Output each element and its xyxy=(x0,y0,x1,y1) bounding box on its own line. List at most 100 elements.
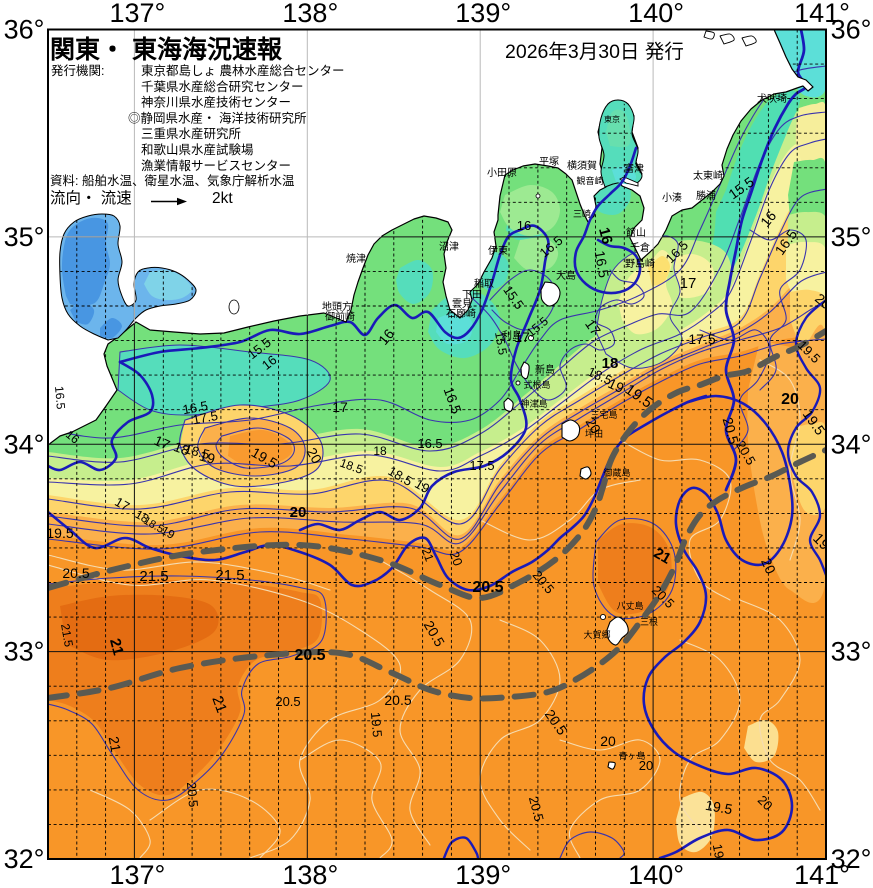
svg-text:19: 19 xyxy=(606,375,627,396)
svg-text:19.5: 19.5 xyxy=(704,797,734,818)
svg-text:21: 21 xyxy=(651,545,674,568)
svg-text:青ヶ島: 青ヶ島 xyxy=(618,750,645,761)
svg-text:16.5: 16.5 xyxy=(592,249,613,279)
svg-text:横須賀: 横須賀 xyxy=(567,159,597,172)
svg-text:式根島: 式根島 xyxy=(523,379,550,390)
svg-text:三重県水産研究所: 三重県水産研究所 xyxy=(141,126,241,141)
svg-text:20: 20 xyxy=(639,758,653,773)
svg-text:19.5: 19.5 xyxy=(368,711,385,738)
svg-text:21: 21 xyxy=(419,546,437,564)
svg-text:神奈川県水産技術センター: 神奈川県水産技術センター xyxy=(141,95,291,110)
svg-text:19: 19 xyxy=(198,447,217,467)
svg-text:21.5: 21.5 xyxy=(215,567,244,584)
svg-text:33°: 33° xyxy=(4,637,45,667)
svg-text:資料: 船舶水温、衛星水温、気象庁解析水温: 資料: 船舶水温、衛星水温、気象庁解析水温 xyxy=(50,173,295,188)
svg-text:館山: 館山 xyxy=(626,226,646,239)
svg-text:140°: 140° xyxy=(628,860,684,888)
svg-text:20: 20 xyxy=(447,549,466,568)
svg-text:御蔵島: 御蔵島 xyxy=(603,467,630,478)
svg-text:17: 17 xyxy=(680,275,697,292)
svg-text:三宅島: 三宅島 xyxy=(590,409,617,420)
svg-text:18: 18 xyxy=(373,444,387,458)
svg-text:三崎: 三崎 xyxy=(573,208,591,219)
svg-text:33°: 33° xyxy=(831,637,872,667)
svg-text:20: 20 xyxy=(304,445,326,467)
svg-text:大島: 大島 xyxy=(556,269,576,282)
svg-text:19: 19 xyxy=(710,843,727,860)
svg-text:和歌山県水産試験場: 和歌山県水産試験場 xyxy=(141,142,254,157)
svg-text:三根: 三根 xyxy=(640,616,658,627)
svg-text:20: 20 xyxy=(781,391,799,408)
svg-text:2kt: 2kt xyxy=(212,190,233,207)
svg-text:20.5: 20.5 xyxy=(184,781,201,808)
svg-text:18: 18 xyxy=(602,355,619,372)
svg-text:石廊崎: 石廊崎 xyxy=(446,307,476,320)
svg-text:20: 20 xyxy=(758,555,779,576)
svg-text:18.5: 18.5 xyxy=(183,441,211,462)
svg-text:小湊: 小湊 xyxy=(662,191,682,204)
svg-text:下田: 下田 xyxy=(462,290,482,301)
svg-text:17.5: 17.5 xyxy=(469,458,494,473)
svg-text:千葉県水産総合研究センター: 千葉県水産総合研究センター xyxy=(141,79,304,94)
svg-text:141°: 141° xyxy=(794,860,850,888)
svg-text:利島: 利島 xyxy=(502,329,522,342)
svg-text:◎静岡県水産・ 海洋技術研究所: ◎静岡県水産・ 海洋技術研究所 xyxy=(128,110,306,125)
svg-text:21.5: 21.5 xyxy=(58,623,76,649)
svg-text:20.5: 20.5 xyxy=(294,647,325,664)
svg-text:18: 18 xyxy=(172,438,192,458)
svg-text:32°: 32° xyxy=(4,844,45,874)
svg-text:20.5: 20.5 xyxy=(526,795,547,823)
svg-text:漁業情報サービスセンター: 漁業情報サービスセンター xyxy=(141,158,291,173)
svg-text:141°: 141° xyxy=(794,0,850,28)
svg-text:観音崎: 観音崎 xyxy=(576,175,603,186)
svg-text:2026年3月30日 発行: 2026年3月30日 発行 xyxy=(505,41,684,63)
svg-text:千倉: 千倉 xyxy=(630,241,650,254)
svg-text:15.5: 15.5 xyxy=(492,331,510,357)
svg-text:平塚: 平塚 xyxy=(539,156,559,168)
svg-text:20.5: 20.5 xyxy=(472,579,503,596)
svg-text:東京: 東京 xyxy=(604,114,620,124)
svg-text:小田原: 小田原 xyxy=(487,167,517,179)
svg-text:犬吠埼: 犬吠埼 xyxy=(757,92,787,105)
svg-text:17.5: 17.5 xyxy=(688,331,715,347)
svg-text:野島崎: 野島崎 xyxy=(625,257,655,270)
svg-text:20: 20 xyxy=(290,504,307,521)
svg-text:20: 20 xyxy=(583,415,605,437)
svg-text:140°: 140° xyxy=(628,0,684,28)
svg-text:17: 17 xyxy=(332,399,348,415)
svg-text:20.5: 20.5 xyxy=(384,692,411,708)
svg-text:21.5: 21.5 xyxy=(139,568,168,585)
svg-text:138°: 138° xyxy=(282,0,338,28)
svg-text:稲取: 稲取 xyxy=(474,278,494,290)
svg-text:21: 21 xyxy=(106,637,127,658)
svg-text:20.5: 20.5 xyxy=(62,565,89,581)
svg-text:伊東: 伊東 xyxy=(488,244,508,257)
svg-text:137°: 137° xyxy=(110,0,166,28)
svg-text:新島: 新島 xyxy=(535,363,555,376)
svg-text:17: 17 xyxy=(112,494,132,514)
svg-text:発行機関:: 発行機関: xyxy=(51,63,104,78)
svg-text:20.5: 20.5 xyxy=(275,694,300,709)
svg-text:34°: 34° xyxy=(4,429,45,459)
svg-text:関東・ 東海海況速報: 関東・ 東海海況速報 xyxy=(50,35,283,64)
svg-text:流向・ 流速: 流向・ 流速 xyxy=(50,189,132,207)
svg-text:雲見: 雲見 xyxy=(452,298,472,310)
svg-text:19: 19 xyxy=(159,523,178,542)
svg-text:御前崎: 御前崎 xyxy=(325,310,355,323)
svg-text:20.5: 20.5 xyxy=(720,415,743,446)
svg-text:16: 16 xyxy=(517,218,531,233)
svg-text:16: 16 xyxy=(595,226,616,247)
svg-text:18: 18 xyxy=(133,507,152,526)
svg-text:太東崎: 太東崎 xyxy=(693,169,723,182)
svg-text:138°: 138° xyxy=(282,860,338,888)
svg-text:17: 17 xyxy=(514,329,530,345)
svg-text:21: 21 xyxy=(106,735,124,753)
svg-text:21: 21 xyxy=(208,694,230,715)
svg-text:139°: 139° xyxy=(455,0,511,28)
svg-text:富津: 富津 xyxy=(624,162,644,175)
svg-text:16.5: 16.5 xyxy=(52,385,68,410)
svg-text:勝浦: 勝浦 xyxy=(696,189,716,202)
svg-text:16.5: 16.5 xyxy=(417,436,442,451)
svg-text:19.5: 19.5 xyxy=(46,525,73,541)
svg-text:神津島: 神津島 xyxy=(520,398,547,409)
